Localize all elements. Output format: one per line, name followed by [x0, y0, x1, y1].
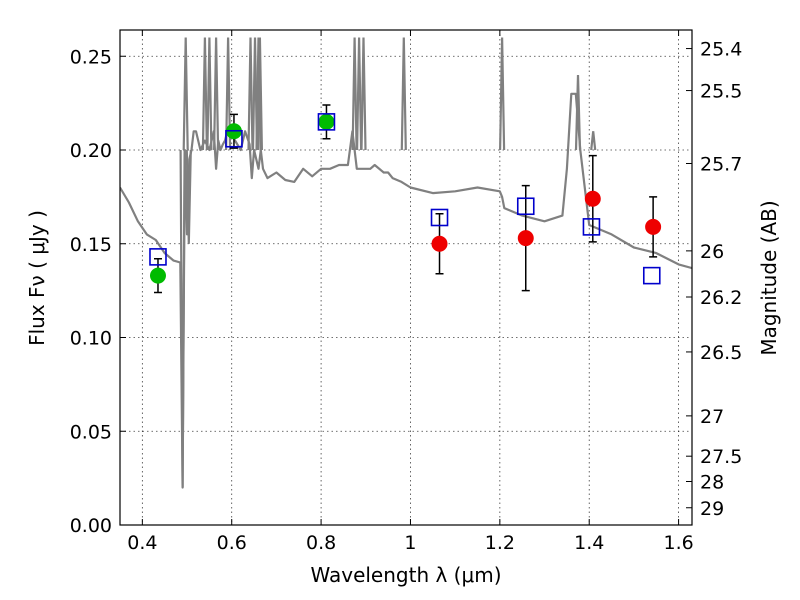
emission-line-spike [201, 37, 208, 151]
emission-line-spike [213, 37, 220, 151]
magnitude-tick-label: 27.5 [700, 446, 742, 468]
emission-line-spike [351, 37, 358, 151]
magnitude-tick-label: 27 [700, 406, 724, 428]
emission-line-spike [185, 149, 192, 244]
emission-line-spike [499, 37, 506, 151]
magnitude-tick-label: 29 [700, 498, 724, 520]
magnitude-axis-ticks: 25.4 25.5 25.7 26 26.2 26.5 27 27.5 28 29 [686, 39, 742, 520]
model-photometry-square [149, 248, 167, 266]
model-spectrum [120, 37, 692, 489]
emission-line-spike [182, 37, 189, 151]
model-photometry-square [582, 218, 601, 236]
emission-line-spike [255, 37, 262, 151]
magnitude-tick-label: 26.5 [700, 342, 742, 364]
x-tick-label: 0.4 [127, 532, 157, 554]
flux-marker [584, 190, 601, 207]
emission-line-spike [247, 37, 254, 151]
x-tick-label: 1.6 [663, 532, 693, 554]
magnitude-tick-label: 26.2 [700, 287, 742, 309]
model-photometry-square [225, 129, 243, 148]
x-tick-label: 1.2 [485, 532, 515, 554]
flux-marker [431, 235, 448, 252]
magnitude-tick-label: 25.5 [700, 81, 742, 103]
magnitude-tick-label: 25.7 [700, 154, 742, 176]
y-axis-title: Flux Fν ( μJy ) [25, 210, 49, 346]
x-tick-label: 1.4 [574, 532, 604, 554]
emission-line-spike [574, 74, 582, 151]
flux-marker [149, 267, 166, 284]
y-tick-label: 0.00 [70, 515, 112, 537]
model-photometry-square [516, 197, 535, 216]
flux-marker [645, 218, 662, 235]
emission-line-spike [356, 37, 363, 151]
x-axis-title: Wavelength λ (μm) [310, 563, 501, 587]
y-axis-ticks: 0.00 0.05 0.10 0.15 0.20 0.25 [70, 46, 126, 537]
model-photometry-square [317, 113, 336, 131]
magnitude-tick-label: 28 [700, 472, 724, 494]
x-axis-ticks: 0.4 0.6 0.8 1 1.2 1.4 1.6 [127, 30, 694, 554]
flux-marker [318, 113, 335, 130]
model-photometry-square [642, 266, 661, 285]
plot-frame [119, 29, 693, 526]
data-point-infrared [584, 154, 601, 243]
data-point-optical [149, 258, 166, 294]
emission-line-spike [256, 37, 263, 151]
model-continuum-line [120, 92, 692, 489]
flux-marker [517, 230, 534, 247]
x-tick-label: 0.8 [306, 532, 336, 554]
data-point-infrared [517, 184, 534, 292]
magnitude-tick-label: 26 [700, 241, 724, 263]
y-tick-label: 0.25 [70, 46, 112, 68]
y-tick-label: 0.10 [70, 328, 112, 350]
data-point-infrared [431, 213, 448, 275]
model-photometry-square [430, 208, 449, 227]
x-tick-label: 1 [404, 532, 416, 554]
magnitude-axis-title: Magnitude (AB) [757, 200, 781, 355]
photometry-points [149, 104, 662, 294]
emission-line-spike [206, 37, 213, 151]
y-tick-label: 0.15 [70, 234, 112, 256]
emission-line-spike [400, 37, 407, 151]
magnitude-tick-label: 25.4 [700, 39, 742, 61]
emission-line-spike [225, 37, 232, 151]
emission-line-spike [179, 149, 186, 488]
y-tick-label: 0.20 [70, 140, 112, 162]
x-tick-label: 0.6 [217, 532, 247, 554]
emission-line-spike [360, 37, 367, 151]
data-point-infrared [645, 196, 662, 258]
y-tick-label: 0.05 [70, 421, 112, 443]
emission-line-spike [590, 131, 597, 151]
